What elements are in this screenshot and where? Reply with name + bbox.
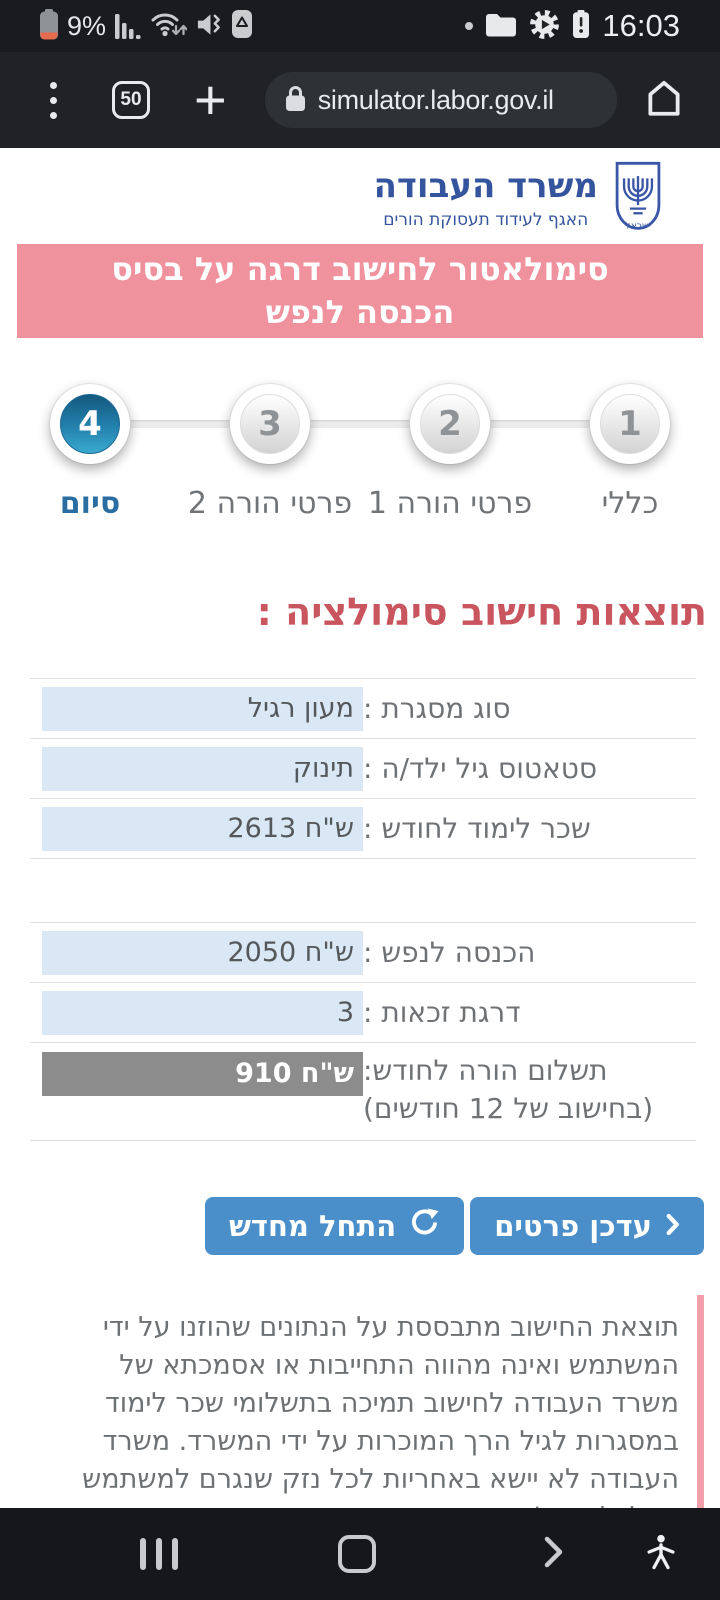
table-row-monthly-tuition: שכר לימוד לחודש : 2613 ש"ח xyxy=(30,799,696,859)
row-label-note: (בחישוב של 12 חודשים) xyxy=(363,1092,654,1125)
gear-update-icon xyxy=(529,9,560,44)
battery-percent: 9% xyxy=(67,10,107,41)
back-button[interactable] xyxy=(540,1535,566,1573)
lock-icon xyxy=(285,85,306,116)
table-row-spacer xyxy=(30,859,696,923)
wifi-arrows-icon xyxy=(150,9,188,43)
step-4-label: סיום xyxy=(59,486,121,521)
battery-low-icon xyxy=(40,8,58,44)
table-row-parent-monthly-payment: תשלום הורה לחודש: (בחישוב של 12 חודשים) … xyxy=(30,1043,696,1141)
ministry-logo-subtitle: האגף לעידוד תעסוקת הורים xyxy=(383,209,589,230)
stepper-track xyxy=(86,420,634,428)
folder-icon xyxy=(486,12,517,41)
row-label: הכנסה לנפש : xyxy=(363,935,536,969)
restart-button[interactable]: התחל מחדש xyxy=(204,1197,465,1255)
row-value: 2050 ש"ח xyxy=(42,930,363,975)
step-1-label: כללי xyxy=(601,486,659,521)
banner-title: סימולאטור לחישוב דרגה על בסיס הכנסה לנפש xyxy=(111,249,609,331)
step-2-parent-1[interactable]: 2 פרטי הורה 1 xyxy=(360,384,540,521)
step-1-general[interactable]: 1 כללי xyxy=(540,384,720,521)
disclaimer-note: תוצאת החישוב מתבססת על הנתונים שהוזנו על… xyxy=(52,1295,704,1508)
results-table: סוג מסגרת : מעון רגיל סטאטוס גיל ילד/ה :… xyxy=(30,678,696,1141)
clock-time: 16:03 xyxy=(602,8,680,43)
progress-stepper: 1 כללי 2 פרטי הורה 1 3 פרטי הורה 2 4 סיו… xyxy=(0,384,720,524)
mute-vibrate-icon xyxy=(196,11,223,42)
tab-count: 50 xyxy=(120,89,142,110)
browser-toolbar: 50 + simulator.labor.gov.il xyxy=(0,52,720,148)
step-4-finish[interactable]: 4 סיום xyxy=(0,384,180,521)
table-row-child-age-status: סטאטוס גיל ילד/ה : תינוק xyxy=(30,739,696,799)
step-1-number: 1 xyxy=(600,394,660,454)
row-value: מעון רגיל xyxy=(42,686,363,731)
step-2-number: 2 xyxy=(420,394,480,454)
home-button[interactable] xyxy=(338,1535,376,1573)
step-3-number: 3 xyxy=(240,394,300,454)
row-label: סטאטוס גיל ילד/ה : xyxy=(363,751,598,785)
row-label: סוג מסגרת : xyxy=(363,691,511,725)
step-3-parent-2[interactable]: 3 פרטי הורה 2 xyxy=(180,384,360,521)
restart-label: התחל מחדש xyxy=(228,1209,397,1243)
update-details-button[interactable]: עדכן פרטים xyxy=(470,1197,704,1255)
row-value: 3 xyxy=(42,990,363,1035)
row-label: דרגת זכאות : xyxy=(363,995,521,1029)
recents-button[interactable] xyxy=(140,1538,178,1570)
ministry-logo-title: משרד העבודה xyxy=(373,166,598,207)
table-row-eligibility-level: דרגת זכאות : 3 xyxy=(30,983,696,1043)
new-tab-button[interactable]: + xyxy=(194,68,227,131)
url-bar[interactable]: simulator.labor.gov.il xyxy=(264,72,617,128)
svg-text:ישראל: ישראל xyxy=(625,220,650,231)
row-label-main: תשלום הורה לחודש: xyxy=(363,1054,608,1087)
battery-alert-icon xyxy=(573,10,590,42)
refresh-icon xyxy=(409,1207,440,1245)
table-row-income-per-person: הכנסה לנפש : 2050 ש"ח xyxy=(30,923,696,983)
data-saver-icon xyxy=(232,10,253,42)
signal-bars-icon xyxy=(115,10,141,43)
step-2-label: פרטי הורה 1 xyxy=(367,486,533,521)
results-title: תוצאות חישוב סימולציה : xyxy=(256,590,707,634)
update-details-label: עדכן פרטים xyxy=(494,1209,652,1243)
status-bar: 9% 16:03 xyxy=(0,0,720,52)
row-label: שכר לימוד לחודש : xyxy=(363,811,591,845)
browser-home-button[interactable] xyxy=(643,78,685,122)
system-nav-bar xyxy=(0,1508,720,1600)
simulator-title-banner: סימולאטור לחישוב דרגה על בסיס הכנסה לנפש xyxy=(17,244,703,338)
step-4-number: 4 xyxy=(60,394,120,454)
notification-dot-icon xyxy=(465,22,474,30)
url-text: simulator.labor.gov.il xyxy=(317,84,554,115)
browser-menu-button[interactable] xyxy=(42,81,64,119)
site-header: ישראל משרד העבודה האגף לעידוד תעסוקת הור… xyxy=(0,158,664,240)
row-value-highlight: 910 ש"ח xyxy=(42,1052,363,1096)
accessibility-button[interactable] xyxy=(642,1533,680,1575)
row-value: תינוק xyxy=(42,746,363,791)
step-3-label: פרטי הורה 2 xyxy=(187,486,353,521)
row-label: תשלום הורה לחודש: (בחישוב של 12 חודשים) xyxy=(363,1052,696,1128)
row-value: 2613 ש"ח xyxy=(42,806,363,851)
action-buttons: עדכן פרטים התחל מחדש xyxy=(16,1197,704,1255)
israel-state-emblem-icon: ישראל xyxy=(612,161,664,237)
table-row-framework-type: סוג מסגרת : מעון רגיל xyxy=(30,679,696,739)
tab-switcher-button[interactable]: 50 xyxy=(112,81,150,119)
webpage-content: ישראל משרד העבודה האגף לעידוד תעסוקת הור… xyxy=(0,148,720,1508)
chevron-right-icon xyxy=(665,1209,680,1243)
